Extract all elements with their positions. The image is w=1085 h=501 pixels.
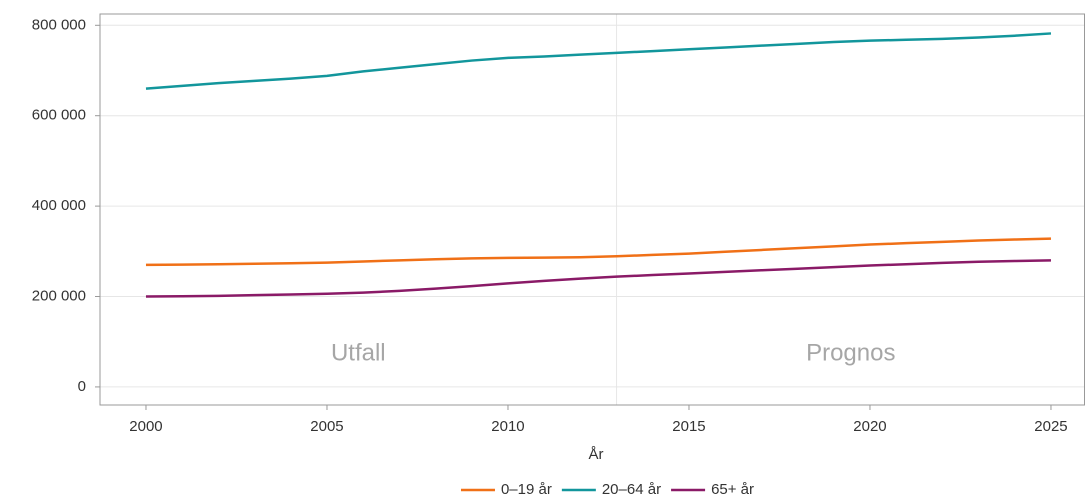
x-tick-label: 2000 <box>129 418 162 435</box>
series-line <box>145 259 1051 298</box>
plot-frame <box>99 13 1085 406</box>
y-tick-label: 800 000 <box>32 16 86 33</box>
legend-label: 0–19 år <box>501 481 552 498</box>
x-tick-label: 2020 <box>853 418 886 435</box>
legend-label: 20–64 år <box>602 481 661 498</box>
legend-label: 65+ år <box>711 481 754 498</box>
x-tick-label: 2025 <box>1034 418 1067 435</box>
y-tick-label: 200 000 <box>32 287 86 304</box>
series-line <box>145 32 1052 90</box>
series-line <box>145 237 1052 267</box>
annotation: Prognos <box>806 339 895 366</box>
y-tick-label: 600 000 <box>32 107 86 124</box>
y-tick-label: 0 <box>78 378 86 395</box>
x-tick-label: 2010 <box>491 418 524 435</box>
x-tick-label: 2005 <box>310 418 343 435</box>
y-tick-label: 400 000 <box>32 197 86 214</box>
x-axis-title: År <box>589 446 604 463</box>
x-tick-label: 2015 <box>672 418 705 435</box>
annotation: Utfall <box>331 339 386 366</box>
